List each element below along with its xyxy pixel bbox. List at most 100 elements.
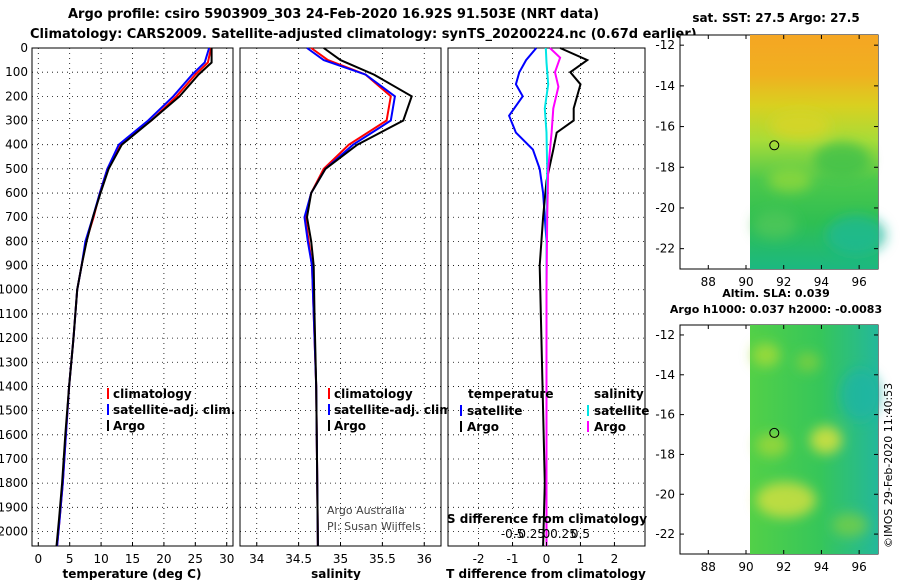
depth-tick-label: 800 — [5, 234, 28, 248]
sst-patch — [753, 211, 797, 239]
sst-patch — [768, 168, 812, 192]
legend-label-satellite: satellite-adj. clim. — [334, 403, 456, 417]
legend-label-satellite: satellite-adj. clim. — [113, 403, 235, 417]
sla-patch — [832, 513, 868, 537]
depth-tick-label: 300 — [5, 114, 28, 128]
x-tick-label: 35 — [333, 552, 348, 566]
series-line-salinity-argo — [545, 47, 562, 546]
secondary-x-tick-label: -0.5 — [501, 527, 524, 541]
salinity-xlabel: salinity — [311, 567, 361, 580]
x-tick-label: -2 — [473, 552, 485, 566]
legend-label-argo: Argo — [334, 419, 366, 433]
sst-map-field — [750, 35, 886, 269]
legend-label-climatology: climatology — [334, 387, 413, 401]
depth-tick-label: 200 — [5, 89, 28, 103]
secondary-x-tick-label: -0.25 — [514, 527, 545, 541]
difference-xticks: -2 -1 0 1 2 — [473, 542, 619, 566]
salinity-series — [303, 47, 413, 547]
legend-label-sal-satellite: satellite — [594, 404, 649, 418]
depth-tick-label: 700 — [5, 210, 28, 224]
difference-xlabel: T difference from climatology — [446, 567, 646, 580]
salinity-axes-box — [239, 47, 442, 547]
map-y-tick-label: -22 — [655, 527, 675, 541]
sst-field-patches — [753, 111, 886, 255]
credit-pi-name: PI: Susan Wijffels — [327, 520, 421, 533]
secondary-x-tick-label: 0 — [543, 527, 551, 541]
map-x-tick-label: 88 — [701, 275, 716, 289]
depth-tick-label: 1300 — [0, 355, 28, 369]
title-line-2: Climatology: CARS2009. Satellite-adjuste… — [30, 27, 697, 42]
legend-label-sal-argo: Argo — [594, 420, 626, 434]
legend-heading-temperature: temperature — [468, 387, 553, 401]
map-y-tick-label: -14 — [655, 368, 675, 382]
sla-patch — [752, 343, 780, 367]
sla-map-panel: Altim. SLA: 0.039 Argo h1000: 0.037 h200… — [655, 287, 882, 574]
map-x-tick-label: 90 — [738, 560, 753, 574]
depth-tick-label: 1000 — [0, 283, 28, 297]
legend-label-temp-satellite: satellite — [467, 404, 522, 418]
x-tick-label: -1 — [507, 552, 519, 566]
map-x-tick-label: 96 — [852, 275, 867, 289]
depth-tick-label: 0 — [20, 41, 28, 55]
legend-label-climatology: climatology — [113, 387, 192, 401]
sla-patch — [840, 369, 880, 421]
difference-secondary-xticks: -0.5-0.250 0.250.5 — [501, 527, 590, 541]
legend-heading-salinity: salinity — [594, 387, 644, 401]
x-tick-label: 0 — [543, 552, 551, 566]
series-line-argo — [305, 47, 413, 547]
depth-tick-label: 1200 — [0, 331, 28, 345]
difference-panel: -2 -1 0 1 2 -0.5-0.250 0.250.5 S difference f… — [446, 47, 649, 580]
depth-tick-label: 400 — [5, 138, 28, 152]
x-tick-label: 15 — [125, 552, 140, 566]
depth-tick-label: 1400 — [0, 379, 28, 393]
depth-axis: 0 100 200 300 400 500 600 700 800 900 1000 1100 1200… — [0, 41, 28, 538]
depth-tick-label: 2000 — [0, 524, 28, 538]
x-tick-label: 1 — [577, 552, 585, 566]
depth-tick-label: 500 — [5, 162, 28, 176]
x-tick-label: 36 — [417, 552, 432, 566]
depth-tick-label: 1600 — [0, 428, 28, 442]
temperature-grid — [32, 47, 233, 546]
x-tick-label: 5 — [66, 552, 74, 566]
depth-tick-label: 1500 — [0, 404, 28, 418]
series-line-temperature-argo — [538, 47, 590, 547]
sla-patch — [810, 426, 842, 454]
map-y-tick-label: -20 — [655, 201, 675, 215]
salinity-panel: 34 34.5 35 35.5 36 salinity climatology sate… — [239, 47, 456, 580]
x-tick-label: 34.5 — [285, 552, 312, 566]
sst-map-title: sat. SST: 27.5 Argo: 27.5 — [692, 11, 859, 25]
sla-patch — [796, 352, 820, 372]
depth-tick-label: 1900 — [0, 500, 28, 514]
map-x-tick-label: 94 — [814, 560, 829, 574]
map-y-tick-label: -16 — [655, 120, 675, 134]
map-x-tick-label: 92 — [776, 560, 791, 574]
argo-float-marker — [769, 140, 780, 151]
temperature-xlabel: temperature (deg C) — [63, 567, 202, 580]
series-line-argo — [55, 48, 213, 547]
sst-map-panel: sat. SST: 27.5 Argo: 27.5 88 90 92 94 96 -12 -… — [655, 11, 886, 289]
sst-patch — [814, 142, 870, 178]
imos-credit: ©IMOS 29-Feb-2020 11:40:53 — [882, 383, 895, 548]
sst-map-ticks: 88 90 92 94 96 -12 -14 -16 -18 -20 -22 — [655, 35, 878, 289]
map-y-tick-label: -14 — [655, 79, 675, 93]
difference-legend: temperature salinity satellite Argo sate… — [460, 387, 649, 434]
x-tick-label: 25 — [188, 552, 203, 566]
salinity-xticks: 34 34.5 35 35.5 36 — [249, 542, 432, 566]
salinity-legend: climatology satellite-adj. clim. Argo — [328, 387, 456, 433]
sla-map-title: Altim. SLA: 0.039 — [722, 287, 829, 300]
temperature-series — [55, 47, 213, 547]
map-y-tick-label: -20 — [655, 487, 675, 501]
secondary-x-tick-label: 0.25 — [550, 527, 577, 541]
map-y-tick-label: -18 — [655, 447, 675, 461]
x-tick-label: 2 — [611, 552, 619, 566]
x-tick-label: 35.5 — [369, 552, 396, 566]
x-tick-label: 30 — [219, 552, 234, 566]
map-y-tick-label: -12 — [655, 328, 675, 342]
x-tick-label: 0 — [34, 552, 42, 566]
sla-map-ticks: 88 90 92 94 96 -12 -14 -16 -18 -20 -22 — [655, 325, 878, 574]
title-line-1: Argo profile: csiro 5903909_303 24-Feb-2… — [68, 7, 600, 22]
sla-patch — [756, 433, 788, 457]
temperature-legend: climatology satellite-adj. clim. Argo — [107, 387, 235, 433]
x-tick-label: 20 — [156, 552, 171, 566]
